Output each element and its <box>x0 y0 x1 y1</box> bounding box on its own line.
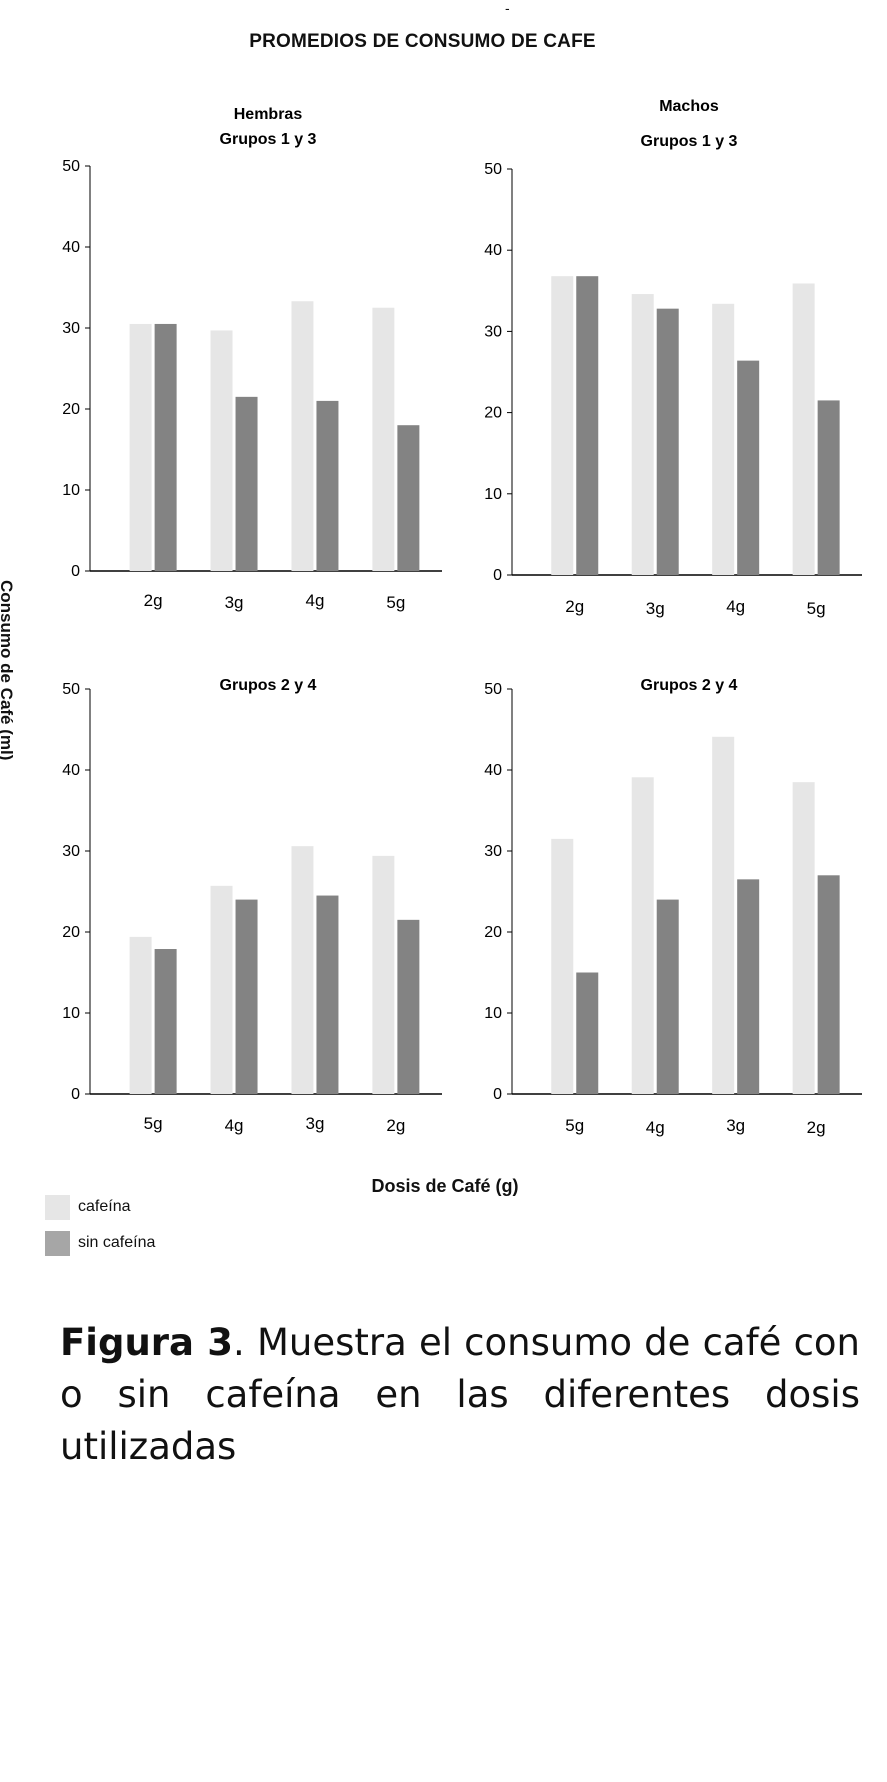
y-tick-label: 20 <box>484 405 502 422</box>
bar-sin-cafeina <box>397 919 420 1094</box>
panel-title: Grupos 1 y 3 <box>641 133 738 150</box>
y-tick-label: 0 <box>71 1086 80 1103</box>
panel-group-title: Machos <box>659 98 719 115</box>
caption-text: . Muestra el consumo de café con o sin c… <box>60 1321 860 1468</box>
header-dash: - <box>505 0 510 16</box>
y-tick-label: 20 <box>62 401 80 418</box>
bar-sin-cafeina <box>316 400 339 571</box>
bar-cafeina <box>631 294 654 575</box>
legend: cafeína sin cafeína <box>45 1189 155 1261</box>
figure-caption: Figura 3. Muestra el consumo de café con… <box>60 1317 860 1473</box>
legend-swatch-sin-cafeina <box>45 1230 70 1256</box>
chart-panels: Hembras Grupos 1 y 3 0 10 20 30 40 50 2g 3g 4g 5g Ma… <box>62 98 862 1137</box>
panel-title: Grupos 2 y 4 <box>220 677 317 694</box>
y-tick-label: 0 <box>493 567 502 584</box>
y-tick-label: 50 <box>62 158 80 175</box>
bar-sin-cafeina <box>656 899 679 1094</box>
y-tick-label: 40 <box>484 242 502 259</box>
x-tick-label: 2g <box>144 591 163 610</box>
x-tick-label: 3g <box>646 599 665 618</box>
y-tick-label: 0 <box>71 563 80 580</box>
bar-cafeina <box>210 330 233 571</box>
y-tick-label: 0 <box>493 1086 502 1103</box>
x-tick-label: 5g <box>144 1114 163 1133</box>
bar-cafeina <box>129 323 152 571</box>
bar-sin-cafeina <box>397 425 420 571</box>
x-tick-label: 4g <box>646 1118 665 1137</box>
x-tick-label: 2g <box>386 1116 405 1135</box>
bar-sin-cafeina <box>817 875 840 1094</box>
x-tick-label: 5g <box>386 593 405 612</box>
bar-cafeina <box>551 276 574 575</box>
x-tick-label: 4g <box>726 597 745 616</box>
legend-item-sin-cafeina: sin cafeína <box>45 1225 155 1261</box>
x-tick-label: 4g <box>225 1116 244 1135</box>
bar-cafeina <box>210 885 233 1094</box>
panel-title: Grupos 2 y 4 <box>641 677 738 694</box>
x-tick-label: 3g <box>726 1116 745 1135</box>
bar-cafeina <box>631 777 654 1094</box>
bar-cafeina <box>291 846 314 1094</box>
bar-cafeina <box>792 782 815 1094</box>
figure-title: PROMEDIOS DE CONSUMO DE CAFE <box>249 31 596 52</box>
legend-label-sin-cafeina: sin cafeína <box>78 1234 156 1251</box>
y-tick-label: 10 <box>62 482 80 499</box>
y-tick-label: 30 <box>62 843 80 860</box>
bar-sin-cafeina <box>576 972 599 1094</box>
y-tick-label: 30 <box>484 843 502 860</box>
y-tick-label: 30 <box>484 323 502 340</box>
panel-group-title: Hembras <box>234 106 303 123</box>
caption-figure-number: Figura 3 <box>60 1321 234 1364</box>
y-tick-label: 10 <box>484 486 502 503</box>
y-tick-label: 40 <box>62 239 80 256</box>
bar-sin-cafeina <box>235 396 258 571</box>
bar-cafeina <box>291 301 314 571</box>
x-axis-label: Dosis de Café (g) <box>371 1176 519 1196</box>
legend-item-cafeina: cafeína <box>45 1189 155 1225</box>
bar-cafeina <box>372 307 395 571</box>
y-tick-label: 50 <box>484 681 502 698</box>
y-tick-label: 30 <box>62 320 80 337</box>
bar-sin-cafeina <box>316 895 339 1094</box>
x-tick-label: 5g <box>807 599 826 618</box>
x-tick-label: 3g <box>225 593 244 612</box>
bar-sin-cafeina <box>576 276 599 575</box>
bar-sin-cafeina <box>817 400 840 575</box>
legend-label-cafeina: cafeína <box>78 1198 131 1215</box>
bar-cafeina <box>712 736 735 1094</box>
bar-sin-cafeina <box>154 323 177 571</box>
bar-cafeina <box>712 303 735 575</box>
x-tick-label: 4g <box>305 591 324 610</box>
panel-title: Grupos 1 y 3 <box>220 131 317 148</box>
legend-swatch-cafeina <box>45 1194 70 1220</box>
bar-sin-cafeina <box>737 879 760 1094</box>
bar-sin-cafeina <box>737 360 760 575</box>
y-tick-label: 10 <box>62 1005 80 1022</box>
bar-cafeina <box>551 838 574 1094</box>
y-tick-label: 40 <box>62 762 80 779</box>
y-tick-label: 10 <box>484 1005 502 1022</box>
y-tick-label: 50 <box>484 161 502 178</box>
bar-cafeina <box>792 283 815 575</box>
bar-sin-cafeina <box>656 308 679 575</box>
y-tick-label: 20 <box>62 924 80 941</box>
x-tick-label: 2g <box>807 1118 826 1137</box>
x-tick-label: 5g <box>565 1116 584 1135</box>
bar-sin-cafeina <box>154 949 177 1094</box>
x-tick-label: 2g <box>565 597 584 616</box>
y-tick-label: 40 <box>484 762 502 779</box>
y-tick-label: 20 <box>484 924 502 941</box>
bar-cafeina <box>372 855 395 1094</box>
bar-sin-cafeina <box>235 899 258 1094</box>
y-tick-label: 50 <box>62 681 80 698</box>
bar-cafeina <box>129 936 152 1094</box>
x-tick-label: 3g <box>305 1114 324 1133</box>
